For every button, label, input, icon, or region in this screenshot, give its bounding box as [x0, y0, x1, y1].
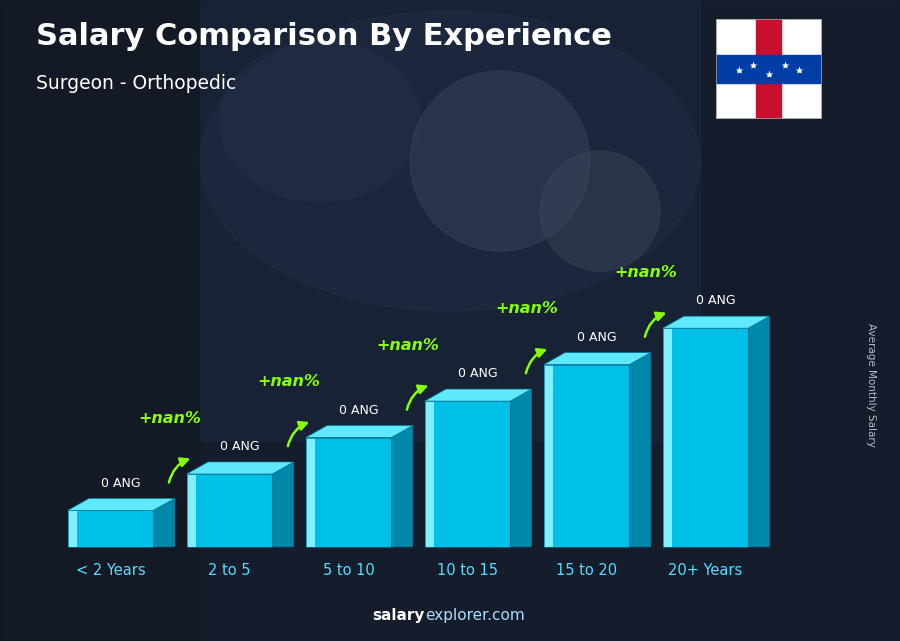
Ellipse shape	[220, 41, 420, 201]
Bar	[0, 0, 200, 641]
Bar	[200, 0, 700, 441]
Polygon shape	[544, 353, 651, 365]
Polygon shape	[510, 389, 532, 547]
Polygon shape	[662, 328, 672, 547]
Text: Salary Comparison By Experience: Salary Comparison By Experience	[36, 22, 612, 51]
Text: +nan%: +nan%	[615, 265, 678, 280]
Text: Surgeon - Orthopedic: Surgeon - Orthopedic	[36, 74, 236, 93]
Text: Average Monthly Salary: Average Monthly Salary	[866, 322, 877, 447]
Text: 0 ANG: 0 ANG	[577, 331, 617, 344]
Text: 0 ANG: 0 ANG	[458, 367, 498, 380]
Polygon shape	[748, 316, 770, 547]
Polygon shape	[68, 499, 175, 510]
Text: 0 ANG: 0 ANG	[220, 440, 260, 453]
Polygon shape	[315, 438, 392, 547]
Ellipse shape	[540, 151, 660, 271]
Polygon shape	[306, 426, 413, 438]
Text: +nan%: +nan%	[139, 411, 202, 426]
Polygon shape	[544, 365, 554, 547]
Polygon shape	[306, 438, 315, 547]
Text: 0 ANG: 0 ANG	[102, 477, 141, 490]
Polygon shape	[554, 365, 629, 547]
Text: explorer.com: explorer.com	[425, 608, 525, 623]
Ellipse shape	[200, 11, 700, 311]
Polygon shape	[425, 389, 532, 401]
Polygon shape	[425, 401, 434, 547]
Polygon shape	[68, 510, 77, 547]
Polygon shape	[434, 401, 510, 547]
Polygon shape	[392, 426, 413, 547]
Polygon shape	[186, 474, 196, 547]
Polygon shape	[662, 316, 770, 328]
Text: 0 ANG: 0 ANG	[339, 404, 379, 417]
Polygon shape	[273, 462, 293, 547]
Polygon shape	[77, 510, 153, 547]
Text: +nan%: +nan%	[376, 338, 439, 353]
Polygon shape	[186, 462, 293, 474]
Text: salary: salary	[373, 608, 425, 623]
Text: +nan%: +nan%	[496, 301, 558, 317]
Bar	[756, 19, 781, 119]
Polygon shape	[153, 499, 175, 547]
Ellipse shape	[410, 71, 590, 251]
Text: 0 ANG: 0 ANG	[697, 294, 736, 308]
Polygon shape	[672, 328, 748, 547]
Polygon shape	[629, 353, 651, 547]
Text: +nan%: +nan%	[257, 374, 320, 389]
Bar	[716, 55, 822, 83]
Polygon shape	[196, 474, 273, 547]
